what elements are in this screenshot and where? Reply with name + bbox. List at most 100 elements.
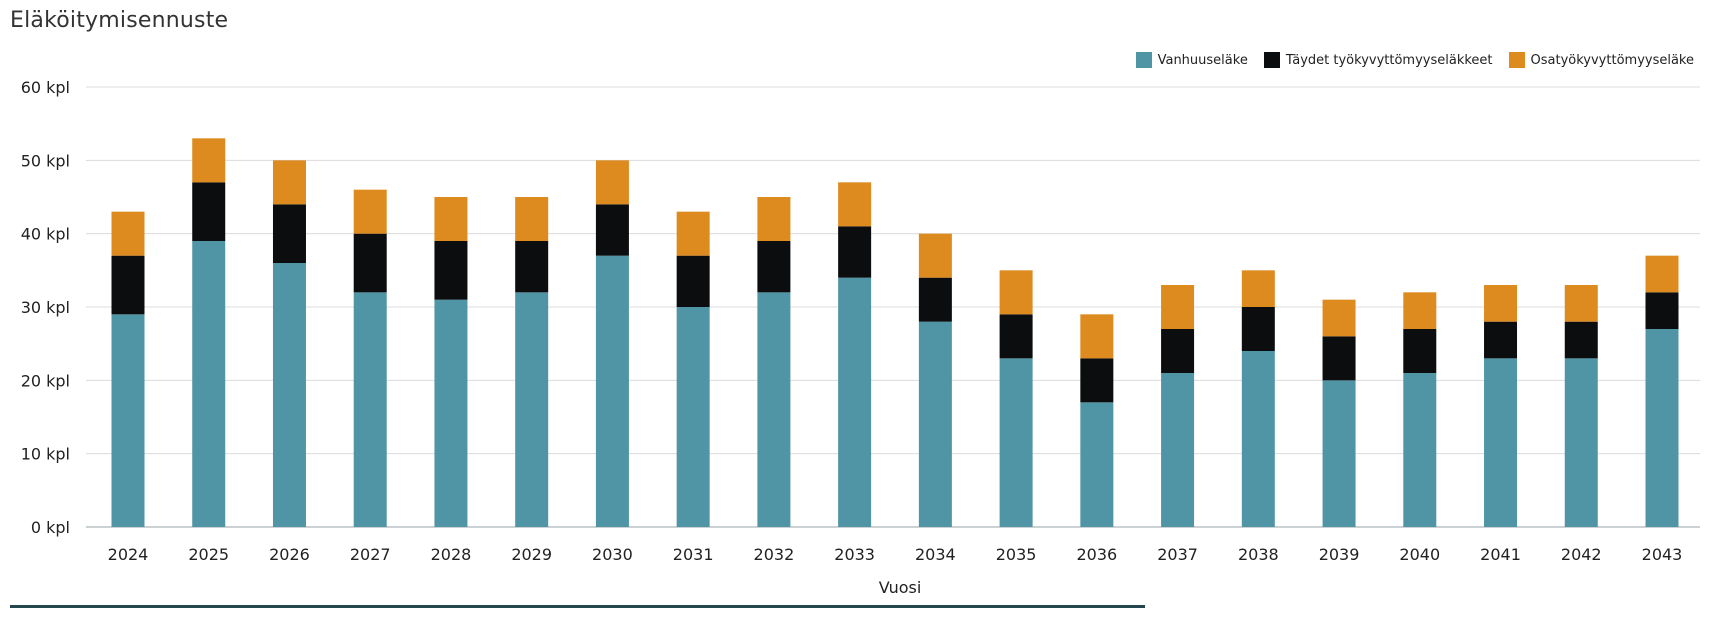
bar-2028-series-1[interactable] xyxy=(434,241,468,300)
y-tick-label: 10 kpl xyxy=(21,445,70,464)
bar-2037-series-2[interactable] xyxy=(1161,285,1195,329)
legend-label-vanhuuselake: Vanhuuseläke xyxy=(1157,52,1248,68)
x-tick-label-2042: 2042 xyxy=(1561,545,1602,564)
chart-legend: Vanhuuseläke Täydet työkyvyttömyyseläkke… xyxy=(1135,52,1694,68)
bar-2032-series-2[interactable] xyxy=(757,197,791,241)
bar-2042-series-1[interactable] xyxy=(1564,321,1598,359)
chart-bars xyxy=(111,138,1679,527)
x-tick-label-2025: 2025 xyxy=(188,545,229,564)
bar-2036-series-2[interactable] xyxy=(1080,314,1114,359)
bar-2034-series-1[interactable] xyxy=(918,277,952,322)
bar-2041-series-0[interactable] xyxy=(1484,358,1518,527)
bar-2029-series-2[interactable] xyxy=(515,197,549,241)
bar-2035-series-1[interactable] xyxy=(999,314,1033,359)
legend-label-osatyokyvyttomyys: Osatyökyvyttömyyseläke xyxy=(1530,52,1694,68)
bar-2041-series-1[interactable] xyxy=(1484,321,1518,359)
bar-2028-series-2[interactable] xyxy=(434,197,468,241)
bar-2025-series-1[interactable] xyxy=(192,182,226,241)
x-axis-label: Vuosi xyxy=(879,578,922,597)
bar-2026-series-2[interactable] xyxy=(272,160,306,205)
x-axis-ticks: 2024 2025 2026 2027 2028 2029 2030 2031 2032 2033… xyxy=(108,545,1683,564)
bar-2026-series-0[interactable] xyxy=(272,263,306,527)
bar-2036-series-0[interactable] xyxy=(1080,402,1114,527)
x-tick-label-2040: 2040 xyxy=(1399,545,1440,564)
y-axis-ticks: 0 kpl 10 kpl 20 kpl 30 kpl 40 kpl 50 kpl 60 kp… xyxy=(21,78,70,537)
x-tick-label-2027: 2027 xyxy=(350,545,391,564)
x-tick-label-2036: 2036 xyxy=(1076,545,1117,564)
bar-2024-series-1[interactable] xyxy=(111,255,145,315)
bar-2030-series-0[interactable] xyxy=(595,255,629,527)
bar-2039-series-2[interactable] xyxy=(1322,299,1356,337)
x-tick-label-2026: 2026 xyxy=(269,545,310,564)
y-tick-label: 50 kpl xyxy=(21,151,70,170)
bar-2042-series-0[interactable] xyxy=(1564,358,1598,527)
bar-2038-series-0[interactable] xyxy=(1241,351,1275,527)
legend-swatch-vanhuuselake xyxy=(1135,52,1152,68)
bar-2028-series-0[interactable] xyxy=(434,299,468,527)
x-tick-label-2029: 2029 xyxy=(511,545,552,564)
x-tick-label-2033: 2033 xyxy=(834,545,875,564)
bar-2038-series-2[interactable] xyxy=(1241,270,1275,307)
y-tick-label: 60 kpl xyxy=(21,78,70,97)
bar-2039-series-0[interactable] xyxy=(1322,380,1356,527)
x-tick-label-2028: 2028 xyxy=(431,545,472,564)
y-tick-label: 0 kpl xyxy=(31,518,70,537)
bar-2025-series-0[interactable] xyxy=(192,241,226,527)
bar-2033-series-1[interactable] xyxy=(838,226,872,278)
bar-2031-series-1[interactable] xyxy=(676,255,710,307)
divider-line xyxy=(10,605,1145,608)
bar-2040-series-1[interactable] xyxy=(1403,329,1437,373)
bar-2027-series-2[interactable] xyxy=(353,189,387,234)
y-tick-label: 30 kpl xyxy=(21,298,70,317)
bar-2038-series-1[interactable] xyxy=(1241,307,1275,351)
chart-grid xyxy=(86,86,1700,528)
bar-2032-series-0[interactable] xyxy=(757,292,791,527)
legend-swatch-taydet xyxy=(1263,52,1280,68)
x-tick-label-2039: 2039 xyxy=(1319,545,1360,564)
legend-swatch-osatyokyvyttomyys xyxy=(1508,52,1525,68)
x-tick-label-2043: 2043 xyxy=(1642,545,1683,564)
x-tick-label-2037: 2037 xyxy=(1157,545,1198,564)
bar-2034-series-2[interactable] xyxy=(918,233,952,278)
legend-item-vanhuuselake[interactable]: Vanhuuseläke xyxy=(1135,52,1248,68)
bar-2036-series-1[interactable] xyxy=(1080,358,1114,403)
bar-2043-series-1[interactable] xyxy=(1645,292,1679,329)
bar-2037-series-1[interactable] xyxy=(1161,329,1195,373)
bar-2042-series-2[interactable] xyxy=(1564,285,1598,322)
bar-2040-series-2[interactable] xyxy=(1403,292,1437,329)
bar-2037-series-0[interactable] xyxy=(1161,373,1195,527)
bar-2039-series-1[interactable] xyxy=(1322,336,1356,381)
bar-2035-series-2[interactable] xyxy=(999,270,1033,315)
bar-2027-series-1[interactable] xyxy=(353,233,387,293)
bar-2024-series-0[interactable] xyxy=(111,314,145,527)
bar-2033-series-0[interactable] xyxy=(838,277,872,527)
legend-item-taydet[interactable]: Täydet työkyvyttömyyseläkkeet xyxy=(1263,52,1493,68)
legend-item-osatyokyvyttomyys[interactable]: Osatyökyvyttömyyseläke xyxy=(1508,52,1694,68)
legend-label-taydet: Täydet työkyvyttömyyseläkkeet xyxy=(1285,52,1493,68)
bar-2024-series-2[interactable] xyxy=(111,211,145,256)
chart-title: Eläköitymisennuste xyxy=(10,8,229,33)
bar-2032-series-1[interactable] xyxy=(757,241,791,293)
bar-2025-series-2[interactable] xyxy=(192,138,226,183)
x-tick-label-2030: 2030 xyxy=(592,545,633,564)
bar-2027-series-0[interactable] xyxy=(353,292,387,527)
bar-2031-series-2[interactable] xyxy=(676,211,710,256)
x-tick-label-2034: 2034 xyxy=(915,545,956,564)
bar-2029-series-0[interactable] xyxy=(515,292,549,527)
bar-2031-series-0[interactable] xyxy=(676,307,710,527)
bar-2026-series-1[interactable] xyxy=(272,204,306,263)
x-tick-label-2035: 2035 xyxy=(996,545,1037,564)
bar-2043-series-0[interactable] xyxy=(1645,329,1679,527)
bar-2043-series-2[interactable] xyxy=(1645,255,1679,293)
bar-2033-series-2[interactable] xyxy=(838,182,872,227)
bar-2030-series-2[interactable] xyxy=(595,160,629,205)
bar-2030-series-1[interactable] xyxy=(595,204,629,256)
y-tick-label: 20 kpl xyxy=(21,371,70,390)
bar-2029-series-1[interactable] xyxy=(515,241,549,293)
x-tick-label-2038: 2038 xyxy=(1238,545,1279,564)
bar-2035-series-0[interactable] xyxy=(999,358,1033,527)
bar-2034-series-0[interactable] xyxy=(918,321,952,527)
y-tick-label: 40 kpl xyxy=(21,225,70,244)
bar-2040-series-0[interactable] xyxy=(1403,373,1437,527)
bar-2041-series-2[interactable] xyxy=(1484,285,1518,322)
